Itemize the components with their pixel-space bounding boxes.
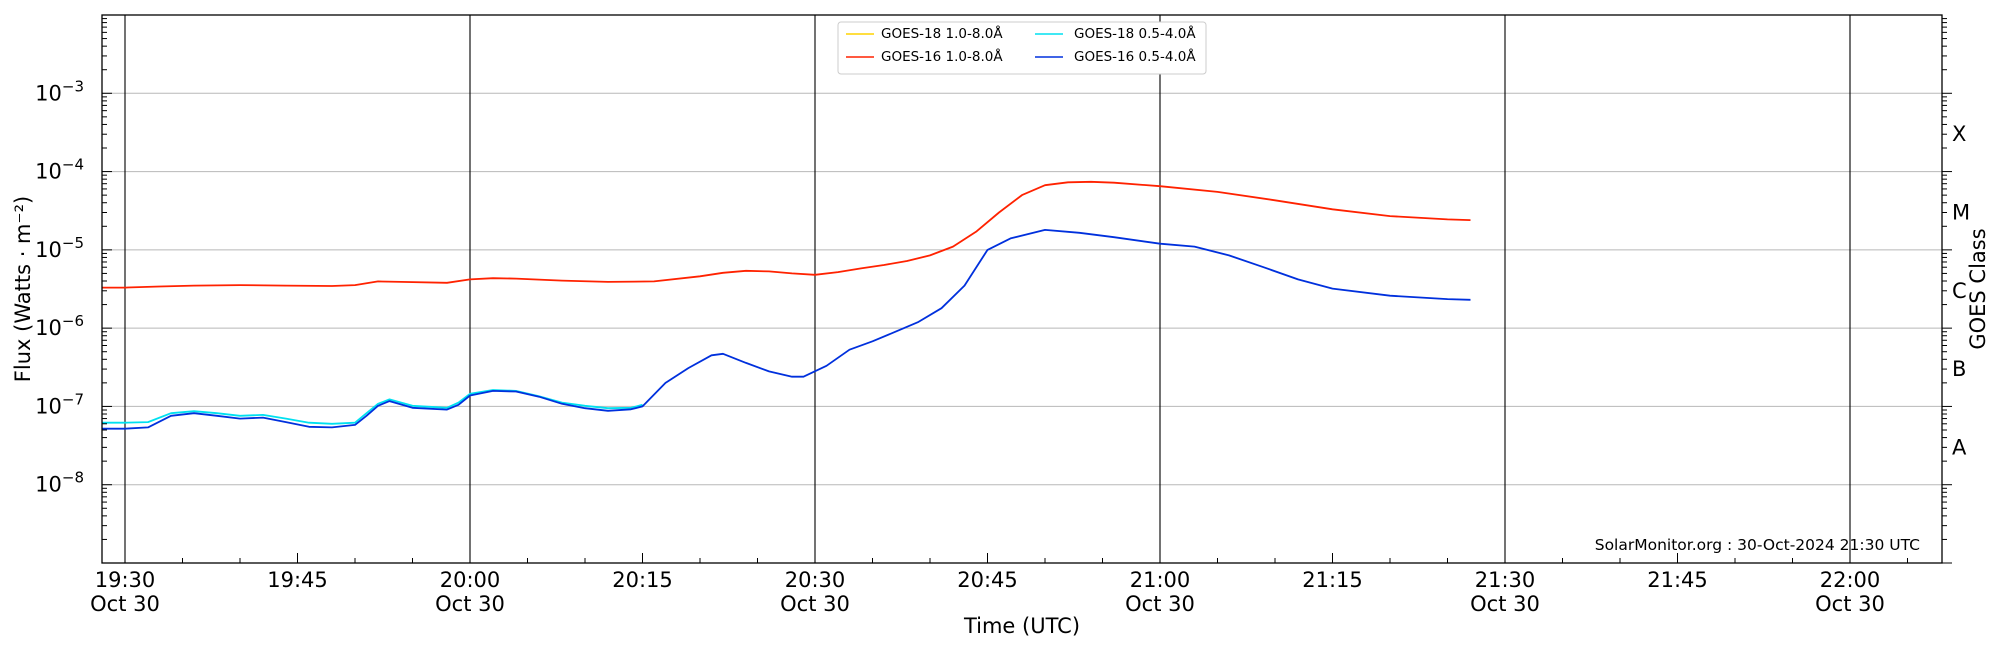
- right-axis-title: GOES Class: [1966, 228, 1990, 349]
- legend-box: [837, 21, 1207, 75]
- goes-class-label: X: [1952, 122, 1966, 146]
- x-tick-label: 21:00: [1130, 568, 1191, 592]
- x-tick-label: 21:15: [1302, 568, 1363, 592]
- plot-frame: [101, 14, 1943, 564]
- goes-class-label: C: [1952, 279, 1967, 303]
- series-line-2: [102, 389, 643, 425]
- y-tick-label: 10−7: [35, 390, 84, 418]
- y-tick-label: 10−5: [35, 234, 84, 262]
- x-axis-title: Time (UTC): [963, 614, 1080, 638]
- x-tick-label: 20:45: [957, 568, 1018, 592]
- x-tick-date: Oct 30: [1470, 592, 1540, 616]
- x-tick-label: 19:30: [95, 568, 156, 592]
- ticks-layer: [102, 18, 1952, 564]
- x-tick-label: 22:00: [1820, 568, 1881, 592]
- x-tick-label: 21:45: [1647, 568, 1708, 592]
- x-tick-label: 20:00: [440, 568, 501, 592]
- goes-class-label: A: [1952, 435, 1967, 459]
- y-axis-title: Flux (Watts · m⁻²): [11, 196, 35, 382]
- x-tick-label: 21:30: [1475, 568, 1536, 592]
- y-tick-label: 10−6: [35, 312, 84, 340]
- credit-text: SolarMonitor.org : 30-Oct-2024 21:30 UTC: [1595, 536, 1920, 554]
- x-tick-date: Oct 30: [1815, 592, 1885, 616]
- goes-class-label: M: [1952, 201, 1970, 225]
- vertical-lines-layer: [124, 15, 1851, 563]
- x-tick-date: Oct 30: [780, 592, 850, 616]
- y-tick-label: 10−3: [35, 77, 84, 105]
- x-tick-date: Oct 30: [435, 592, 505, 616]
- x-tick-label: 20:15: [612, 568, 673, 592]
- y-tick-label: 10−4: [35, 156, 84, 184]
- legend: GOES-18 1.0-8.0Å GOES-16 1.0-8.0Å GOES-1…: [837, 21, 1207, 75]
- legend-label-goes16-long: GOES-16 1.0-8.0Å: [881, 48, 1003, 65]
- x-tick-date: Oct 30: [1125, 592, 1195, 616]
- goes-class-label: B: [1952, 357, 1966, 381]
- y-tick-label: 10−8: [35, 469, 84, 497]
- x-tick-date: Oct 30: [90, 592, 160, 616]
- series-line-3: [102, 228, 1471, 430]
- series-layer: [102, 180, 1471, 430]
- series-line-1: [102, 180, 1471, 289]
- grid-layer: [102, 92, 1942, 486]
- x-tick-label: 20:30: [785, 568, 846, 592]
- legend-label-goes18-short: GOES-18 0.5-4.0Å: [1074, 25, 1196, 42]
- legend-label-goes18-long: GOES-18 1.0-8.0Å: [881, 25, 1003, 42]
- legend-label-goes16-short: GOES-16 0.5-4.0Å: [1074, 48, 1196, 65]
- x-tick-label: 19:45: [267, 568, 328, 592]
